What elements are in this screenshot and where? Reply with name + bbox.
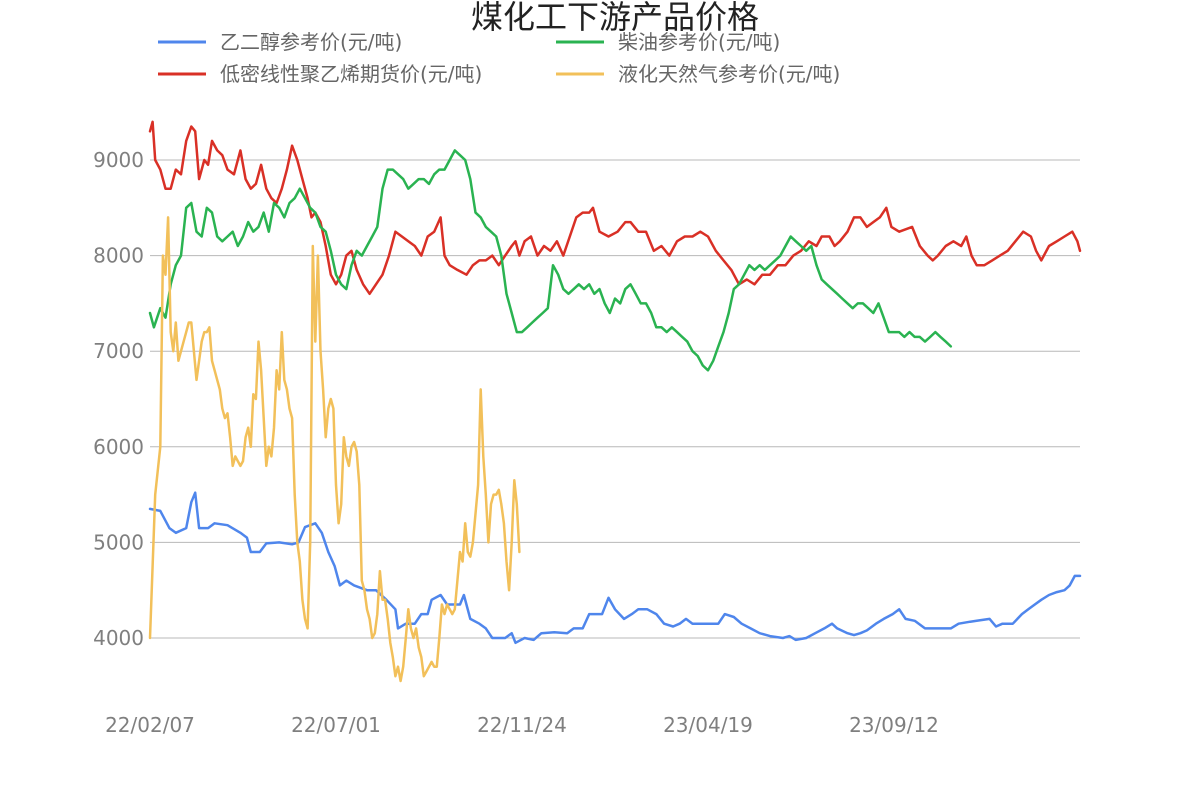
legend-label-ethylene-glycol: 乙二醇参考价(元/吨) — [220, 30, 402, 54]
y-tick-label: 5000 — [93, 530, 144, 554]
x-tick-label: 22/07/01 — [291, 713, 381, 737]
legend-item-lldpe[interactable]: 低密线性聚乙烯期货价(元/吨) — [158, 62, 482, 86]
gridlines — [150, 159, 1080, 639]
legend-item-lng[interactable]: 液化天然气参考价(元/吨) — [556, 62, 840, 86]
legend-item-ethylene-glycol[interactable]: 乙二醇参考价(元/吨) — [158, 30, 402, 54]
x-axis: 22/02/07 22/07/01 22/11/24 23/04/19 23/09/12 — [105, 713, 939, 737]
legend-label-diesel: 柴油参考价(元/吨) — [618, 30, 780, 54]
series-line-lldpe[interactable] — [148, 120, 1082, 296]
series-line-ethylene-glycol[interactable] — [148, 491, 1082, 645]
y-tick-label: 6000 — [93, 435, 144, 459]
y-tick-label: 8000 — [93, 244, 144, 268]
y-axis: 4000 5000 6000 7000 8000 9000 — [93, 148, 144, 650]
series-line-diesel[interactable] — [148, 149, 953, 372]
series-layer — [148, 120, 1082, 683]
legend-item-diesel[interactable]: 柴油参考价(元/吨) — [556, 30, 780, 54]
legend: 乙二醇参考价(元/吨) 柴油参考价(元/吨) 低密线性聚乙烯期货价(元/吨) 液… — [158, 30, 840, 86]
x-tick-label: 22/02/07 — [105, 713, 195, 737]
y-tick-label: 9000 — [93, 148, 144, 172]
x-tick-label: 23/09/12 — [849, 713, 939, 737]
y-tick-label: 4000 — [93, 626, 144, 650]
y-tick-label: 7000 — [93, 339, 144, 363]
legend-label-lng: 液化天然气参考价(元/吨) — [618, 62, 840, 86]
x-tick-label: 22/11/24 — [477, 713, 567, 737]
x-tick-label: 23/04/19 — [663, 713, 753, 737]
series-line-lng[interactable] — [148, 216, 521, 683]
chart-title: 煤化工下游产品价格 — [471, 0, 759, 36]
legend-label-lldpe: 低密线性聚乙烯期货价(元/吨) — [220, 62, 482, 86]
